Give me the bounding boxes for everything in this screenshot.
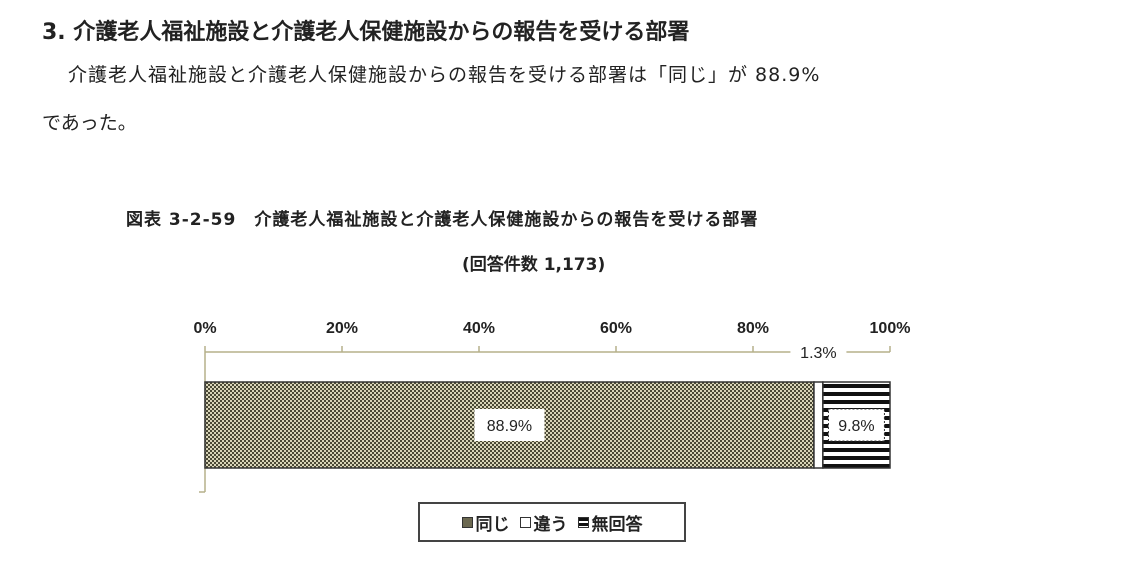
body-text-line2: であった。 [42, 112, 137, 134]
legend-item-no-answer: 無回答 [577, 510, 643, 535]
legend-swatch [519, 516, 531, 528]
chart-title: 図表 3-2-59 介護老人福祉施設と介護老人保健施設からの報告を受ける部署 [126, 210, 759, 230]
legend: 同じ 違う 無回答 [418, 502, 686, 542]
data-label-bg [474, 409, 545, 441]
data-label-bg [827, 408, 885, 442]
legend-label: 同じ [475, 514, 510, 535]
x-tick-label: 80% [737, 320, 769, 337]
chart-subtitle: (回答件数 1,173) [462, 255, 606, 275]
x-tick-label: 20% [326, 320, 358, 337]
x-tick-label: 100% [870, 320, 911, 337]
bar-segment [813, 381, 824, 469]
legend-item-different: 違う [519, 510, 568, 535]
x-tick-label: 40% [463, 320, 495, 337]
legend-label: 違う [533, 514, 568, 535]
data-label-bg [790, 342, 847, 362]
data-label: 1.3% [800, 345, 836, 362]
legend-item-same: 同じ [461, 510, 510, 535]
x-tick-label: 0% [193, 320, 216, 337]
section-heading: 3. 介護老人福祉施設と介護老人保健施設からの報告を受ける部署 [42, 20, 690, 45]
data-label: 88.9% [487, 418, 532, 435]
legend-swatch [577, 516, 589, 528]
x-tick-label: 60% [600, 320, 632, 337]
legend-swatch [461, 516, 473, 528]
body-text-line1: 介護老人福祉施設と介護老人保健施設からの報告を受ける部署は「同じ」が 88.9% [68, 64, 821, 86]
data-label: 9.8% [838, 418, 874, 435]
legend-label: 無回答 [591, 514, 643, 535]
